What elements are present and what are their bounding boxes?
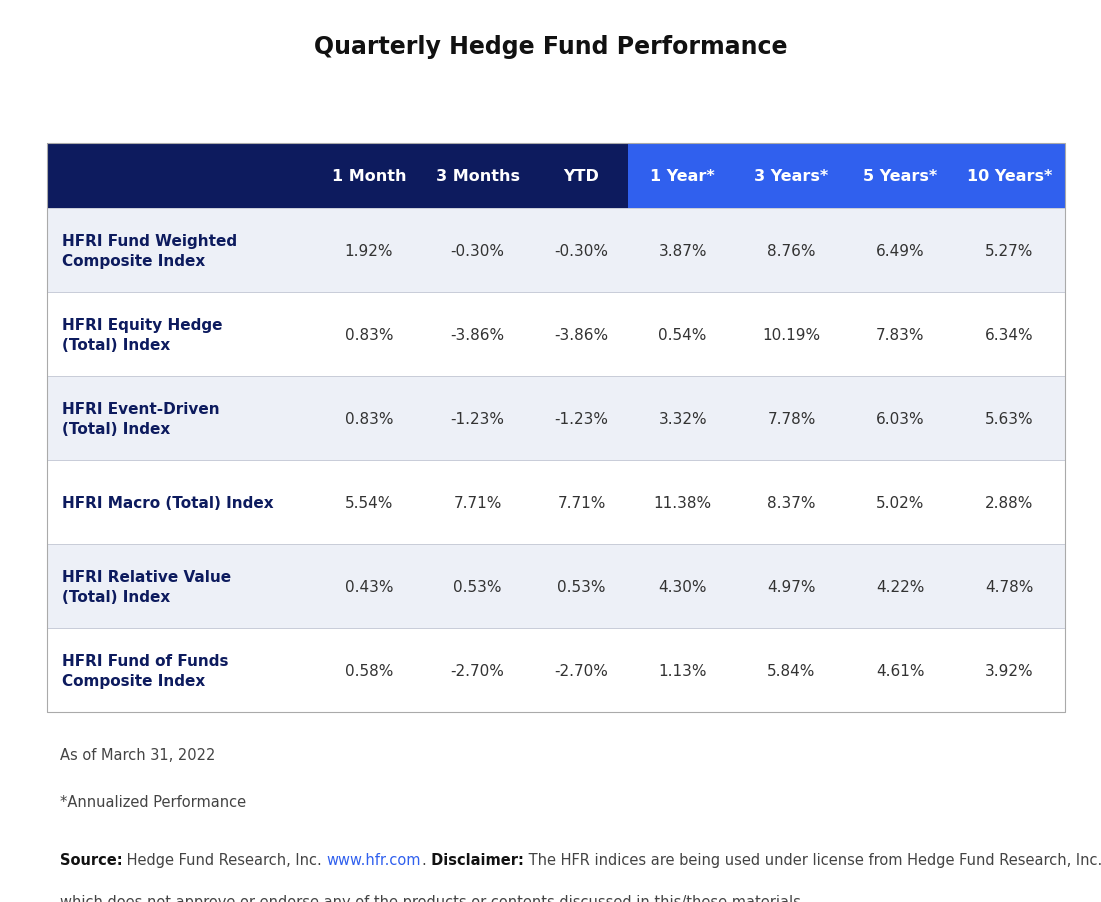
Text: 3 Years*: 3 Years* <box>754 170 829 184</box>
Text: HFRI Equity Hedge
(Total) Index: HFRI Equity Hedge (Total) Index <box>62 318 222 353</box>
Text: 5.63%: 5.63% <box>985 411 1034 427</box>
Text: HFRI Fund of Funds
Composite Index: HFRI Fund of Funds Composite Index <box>62 653 228 688</box>
Text: 3.92%: 3.92% <box>985 663 1034 678</box>
Text: 8.76%: 8.76% <box>767 244 816 259</box>
Text: 5.54%: 5.54% <box>345 495 393 511</box>
Text: 1 Year*: 1 Year* <box>651 170 715 184</box>
Bar <box>47 629 1065 713</box>
Text: -0.30%: -0.30% <box>555 244 609 259</box>
Text: -0.30%: -0.30% <box>450 244 504 259</box>
Text: 10 Years*: 10 Years* <box>967 170 1051 184</box>
Text: 8.37%: 8.37% <box>767 495 816 511</box>
Text: 6.03%: 6.03% <box>876 411 925 427</box>
Text: 4.97%: 4.97% <box>767 579 816 594</box>
Text: 1.92%: 1.92% <box>345 244 393 259</box>
Text: As of March 31, 2022: As of March 31, 2022 <box>59 747 215 762</box>
Text: The HFR indices are being used under license from Hedge Fund Research, Inc.: The HFR indices are being used under lic… <box>524 852 1101 868</box>
Text: 7.83%: 7.83% <box>876 327 925 343</box>
Text: 5.27%: 5.27% <box>985 244 1034 259</box>
Text: 2.88%: 2.88% <box>985 495 1034 511</box>
Text: which does not approve or endorse any of the products or contents discussed in t: which does not approve or endorse any of… <box>59 894 805 902</box>
Text: *Annualized Performance: *Annualized Performance <box>59 794 246 809</box>
Text: .: . <box>421 852 426 868</box>
Text: YTD: YTD <box>564 170 599 184</box>
Bar <box>47 461 1065 545</box>
Text: HFRI Macro (Total) Index: HFRI Macro (Total) Index <box>62 495 273 511</box>
Text: 4.22%: 4.22% <box>876 579 925 594</box>
Text: -3.86%: -3.86% <box>555 327 609 343</box>
Text: 0.58%: 0.58% <box>345 663 393 678</box>
Bar <box>47 144 1065 713</box>
Text: 4.61%: 4.61% <box>876 663 925 678</box>
Text: 5.84%: 5.84% <box>767 663 816 678</box>
Text: 0.53%: 0.53% <box>454 579 502 594</box>
Text: 7.71%: 7.71% <box>557 495 606 511</box>
Text: 10.19%: 10.19% <box>763 327 820 343</box>
Text: HFRI Fund Weighted
Composite Index: HFRI Fund Weighted Composite Index <box>62 234 237 269</box>
Bar <box>47 545 1065 629</box>
Text: HFRI Relative Value
(Total) Index: HFRI Relative Value (Total) Index <box>62 569 231 604</box>
Text: 3 Months: 3 Months <box>436 170 520 184</box>
Text: 6.34%: 6.34% <box>985 327 1034 343</box>
Text: 3.32%: 3.32% <box>658 411 707 427</box>
Text: 0.43%: 0.43% <box>345 579 393 594</box>
Text: HFRI Event-Driven
(Total) Index: HFRI Event-Driven (Total) Index <box>62 401 219 437</box>
Text: -3.86%: -3.86% <box>450 327 504 343</box>
Text: 5 Years*: 5 Years* <box>863 170 937 184</box>
Bar <box>47 293 1065 377</box>
Text: 7.71%: 7.71% <box>454 495 502 511</box>
Text: Hedge Fund Research, Inc.: Hedge Fund Research, Inc. <box>122 852 327 868</box>
Bar <box>47 377 1065 461</box>
Text: -1.23%: -1.23% <box>555 411 609 427</box>
Text: 0.54%: 0.54% <box>658 327 707 343</box>
Text: 6.49%: 6.49% <box>876 244 925 259</box>
Bar <box>629 144 1065 209</box>
Text: -1.23%: -1.23% <box>450 411 504 427</box>
Text: 5.02%: 5.02% <box>876 495 925 511</box>
Text: 1.13%: 1.13% <box>658 663 707 678</box>
Text: 7.78%: 7.78% <box>767 411 816 427</box>
Text: 4.30%: 4.30% <box>658 579 707 594</box>
Text: 0.53%: 0.53% <box>557 579 606 594</box>
Text: -2.70%: -2.70% <box>555 663 609 678</box>
Text: 0.83%: 0.83% <box>345 411 393 427</box>
Text: 1 Month: 1 Month <box>331 170 406 184</box>
Text: 3.87%: 3.87% <box>658 244 707 259</box>
Text: 0.83%: 0.83% <box>345 327 393 343</box>
Text: Quarterly Hedge Fund Performance: Quarterly Hedge Fund Performance <box>314 35 787 59</box>
Bar <box>47 209 1065 293</box>
Text: Source:: Source: <box>59 852 122 868</box>
Bar <box>47 144 629 209</box>
Text: Disclaimer:: Disclaimer: <box>426 852 524 868</box>
Text: 4.78%: 4.78% <box>985 579 1034 594</box>
Text: 11.38%: 11.38% <box>654 495 711 511</box>
Text: www.hfr.com: www.hfr.com <box>327 852 421 868</box>
Text: -2.70%: -2.70% <box>450 663 504 678</box>
